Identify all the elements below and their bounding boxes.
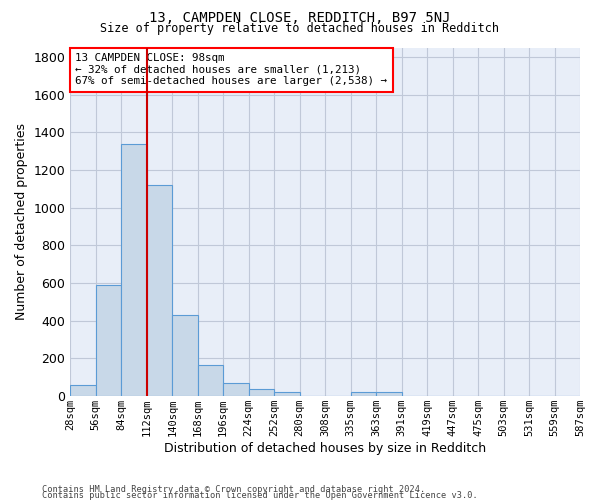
Y-axis label: Number of detached properties: Number of detached properties (15, 124, 28, 320)
Text: 13 CAMPDEN CLOSE: 98sqm
← 32% of detached houses are smaller (1,213)
67% of semi: 13 CAMPDEN CLOSE: 98sqm ← 32% of detache… (76, 53, 388, 86)
Bar (96, 285, 121, 396)
Bar (70, 385, 96, 396)
Bar (350, 392, 376, 396)
Text: Contains public sector information licensed under the Open Government Licence v3: Contains public sector information licen… (42, 490, 478, 500)
Text: Size of property relative to detached houses in Redditch: Size of property relative to detached ho… (101, 22, 499, 35)
Bar (121, 144, 147, 396)
Bar (172, 315, 198, 396)
Bar (198, 365, 223, 396)
Bar (248, 388, 274, 396)
X-axis label: Distribution of detached houses by size in Redditch: Distribution of detached houses by size … (164, 442, 486, 455)
Text: 13, CAMPDEN CLOSE, REDDITCH, B97 5NJ: 13, CAMPDEN CLOSE, REDDITCH, B97 5NJ (149, 12, 451, 26)
Bar (223, 384, 248, 396)
Bar (274, 392, 299, 396)
Bar (376, 392, 401, 396)
Text: Contains HM Land Registry data © Crown copyright and database right 2024.: Contains HM Land Registry data © Crown c… (42, 484, 425, 494)
Bar (147, 185, 172, 396)
